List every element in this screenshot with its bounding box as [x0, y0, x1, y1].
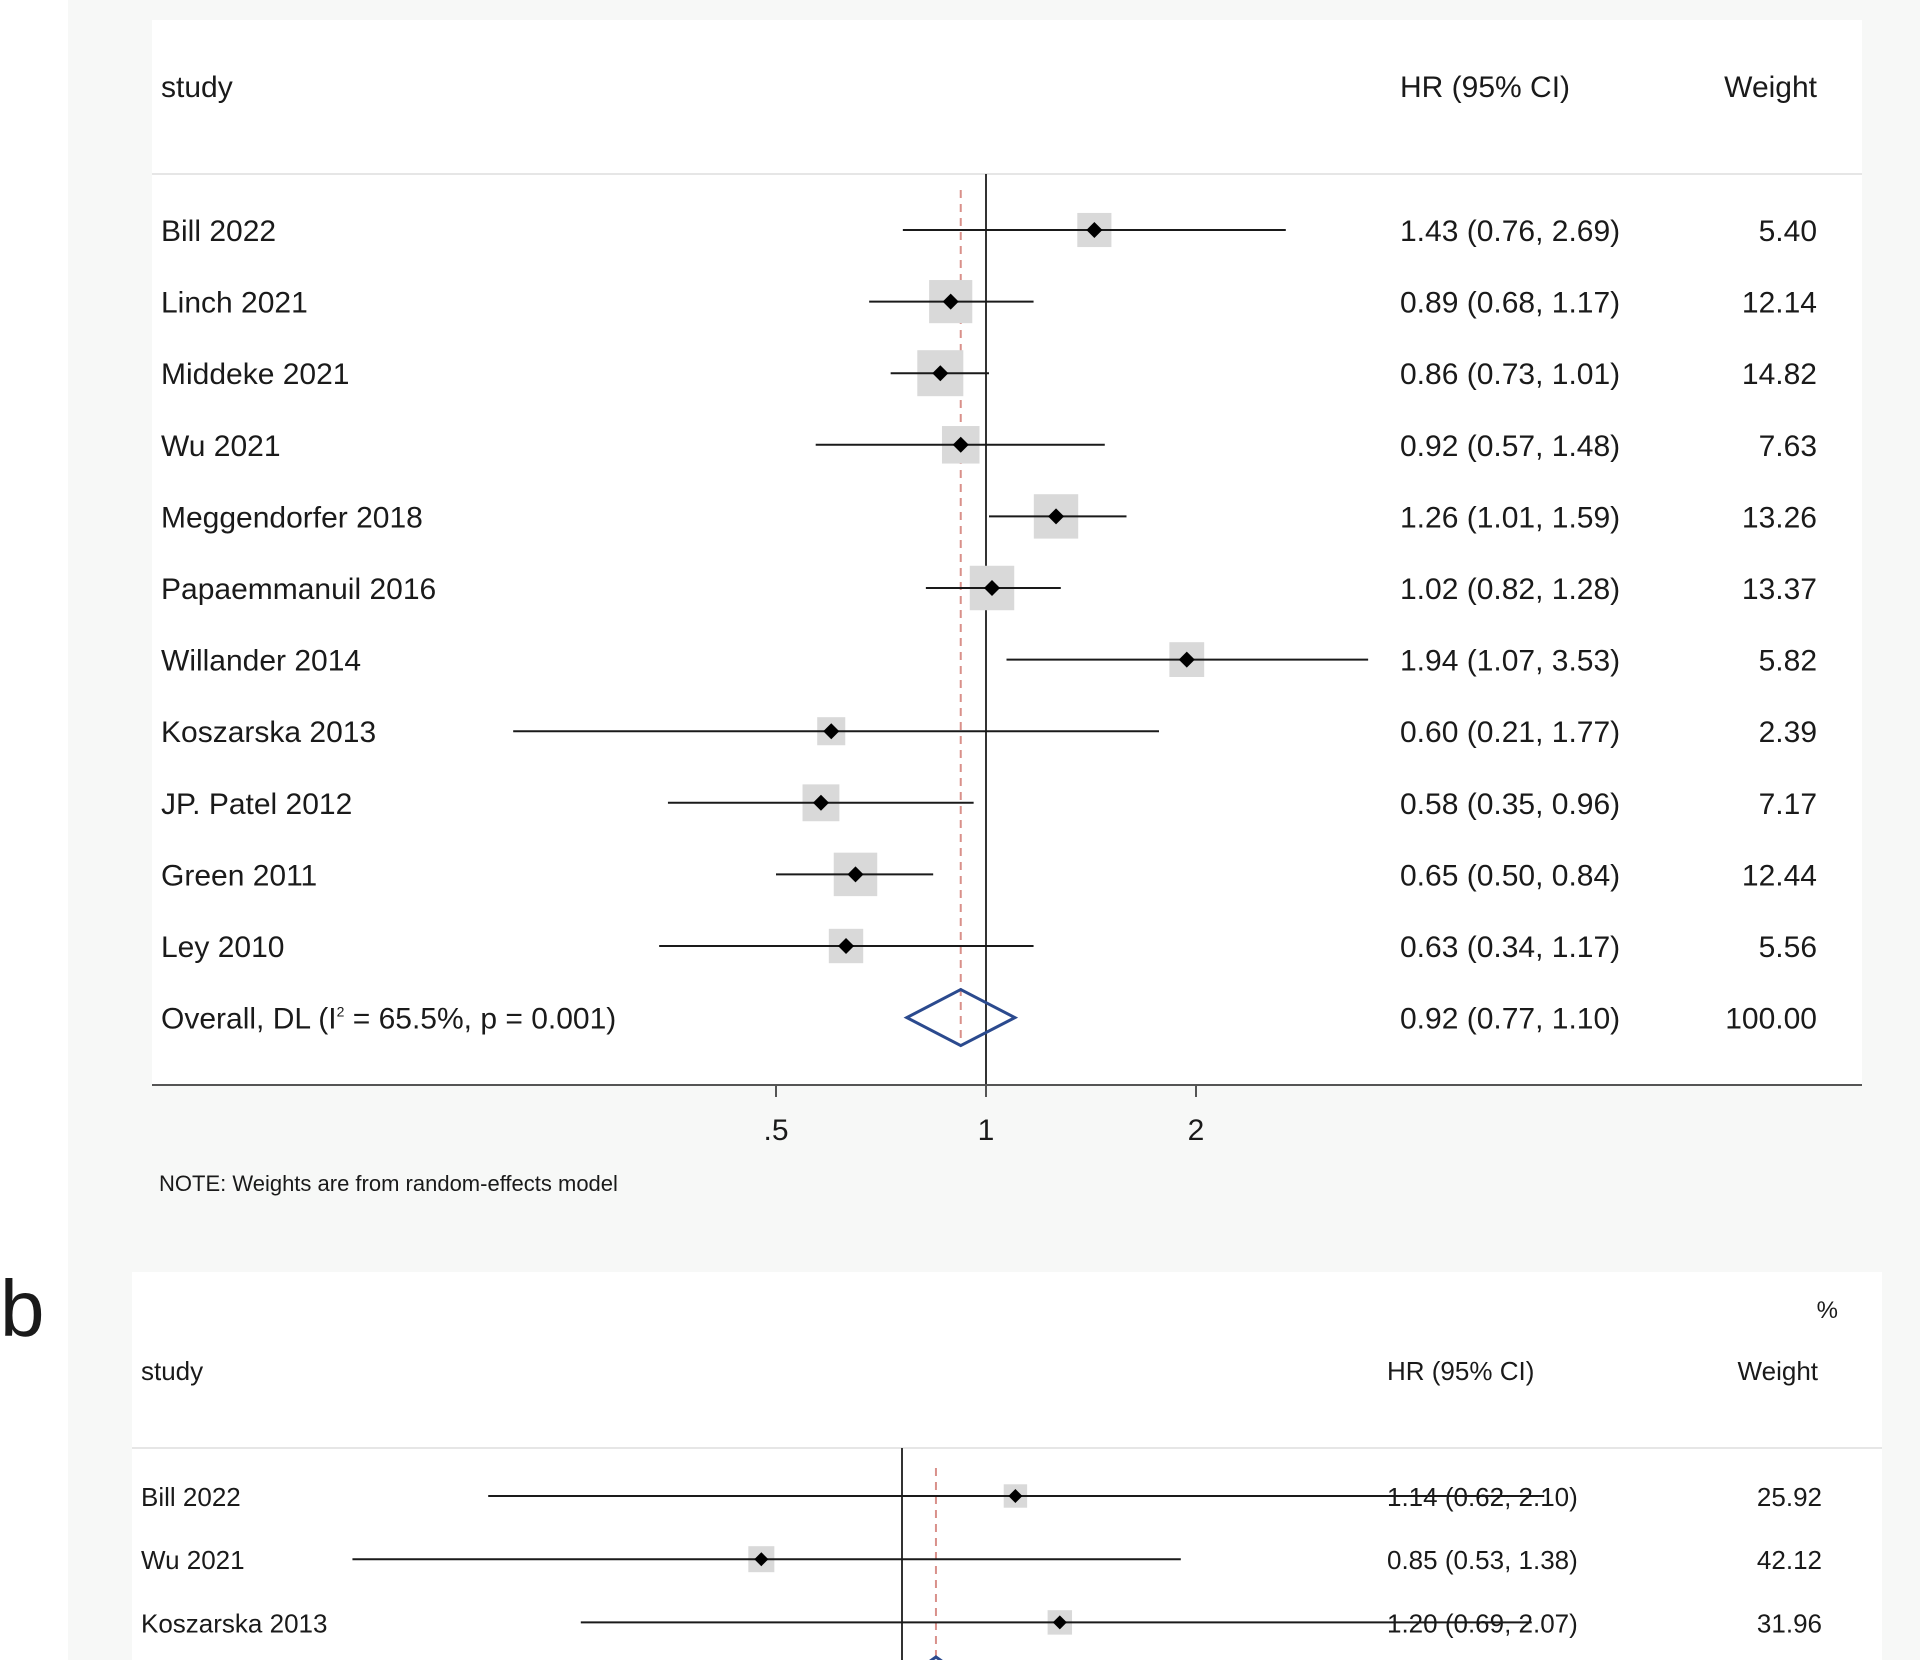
panel-a-study-row: Linch 2021 0.89 (0.68, 1.17) 12.14 — [161, 280, 1817, 324]
study-label: Wu 2021 — [161, 430, 281, 463]
ci-text: 1.20 (0.69, 2.07) — [1387, 1608, 1578, 1638]
point-estimate — [847, 866, 864, 883]
panel-a-study-row: Koszarska 2013 0.60 (0.21, 1.77) 2.39 — [161, 716, 1817, 749]
study-label: Koszarska 2013 — [161, 716, 376, 749]
ci-text: 0.92 (0.57, 1.48) — [1400, 430, 1620, 463]
ci-text: 0.65 (0.50, 0.84) — [1400, 859, 1620, 892]
point-estimate — [1178, 651, 1195, 668]
panel-b-letter: b — [0, 1264, 45, 1353]
panel-b-header-hr: HR (95% CI) — [1387, 1356, 1534, 1386]
panel-a-study-row: Green 2011 0.65 (0.50, 0.84) 12.44 — [161, 852, 1817, 897]
point-estimate — [823, 723, 840, 740]
panel-a-overall-ci: 0.92 (0.77, 1.10) — [1400, 1003, 1620, 1036]
ci-text: 0.85 (0.53, 1.38) — [1387, 1545, 1578, 1575]
study-label: Linch 2021 — [161, 287, 308, 320]
weight-text: 5.56 — [1759, 931, 1817, 964]
ci-text: 1.26 (1.01, 1.59) — [1400, 501, 1620, 534]
ci-text: 1.94 (1.07, 3.53) — [1400, 645, 1620, 678]
x-tick-label: 1 — [978, 1114, 995, 1147]
study-label: Bill 2022 — [161, 215, 276, 248]
ci-text: 0.60 (0.21, 1.77) — [1400, 716, 1620, 749]
study-label: Wu 2021 — [141, 1545, 245, 1575]
x-tick-label: .5 — [763, 1114, 788, 1147]
point-estimate — [812, 794, 829, 811]
ci-text: 0.58 (0.35, 0.96) — [1400, 788, 1620, 821]
panel-a-header-weight: Weight — [1724, 71, 1817, 104]
point-estimate — [1048, 508, 1065, 525]
panel-a-note: NOTE: Weights are from random-effects mo… — [159, 1171, 618, 1196]
study-label: Ley 2010 — [161, 931, 284, 964]
weight-text: 12.14 — [1742, 287, 1817, 320]
panel-a-study-row: Papaemmanuil 2016 1.02 (0.82, 1.28) 13.37 — [161, 565, 1817, 611]
study-label: Meggendorfer 2018 — [161, 501, 423, 534]
panel-a-study-row: Bill 2022 1.43 (0.76, 2.69) 5.40 — [161, 212, 1817, 248]
weight-text: 25.92 — [1757, 1482, 1822, 1512]
x-tick-label: 2 — [1188, 1114, 1205, 1147]
ci-text: 0.63 (0.34, 1.17) — [1400, 931, 1620, 964]
study-label: Bill 2022 — [141, 1482, 241, 1512]
study-label: Koszarska 2013 — [141, 1608, 327, 1638]
study-label: Willander 2014 — [161, 645, 361, 678]
panel-a-overall-diamond — [903, 987, 1019, 1048]
study-label: Papaemmanuil 2016 — [161, 573, 436, 606]
point-estimate — [1008, 1489, 1023, 1503]
panel-a-study-row: Wu 2021 0.92 (0.57, 1.48) 7.63 — [161, 426, 1817, 464]
weight-text: 12.44 — [1742, 859, 1817, 892]
overall-label-sup: 2 — [337, 1004, 345, 1020]
weight-text: 7.63 — [1759, 430, 1817, 463]
weight-text: 13.26 — [1742, 501, 1817, 534]
overall-label-pre: Overall, DL (I — [161, 1003, 337, 1036]
study-label: JP. Patel 2012 — [161, 788, 352, 821]
point-estimate — [754, 1552, 769, 1567]
ci-text: 1.02 (0.82, 1.28) — [1400, 573, 1620, 606]
panel-b-study-row: Bill 2022 1.14 (0.62, 2.10) 25.92 — [141, 1482, 1822, 1512]
panel-b-study-row: Wu 2021 0.85 (0.53, 1.38) 42.12 — [141, 1545, 1822, 1575]
panel-b-header-study: study — [141, 1356, 203, 1386]
panel-a-header-hr: HR (95% CI) — [1400, 71, 1570, 104]
weight-text: 13.37 — [1742, 573, 1817, 606]
overall-label-post: = 65.5%, p = 0.001) — [344, 1003, 616, 1036]
ci-text: 1.14 (0.62, 2.10) — [1387, 1482, 1578, 1512]
weight-text: 5.40 — [1759, 215, 1817, 248]
panel-b-rows: Bill 2022 1.14 (0.62, 2.10) 25.92 Wu 2021 0.… — [141, 1482, 1822, 1638]
panel-a-plot-area — [152, 20, 1862, 1085]
panel-a-overall-label: Overall, DL (I2 = 65.5%, p = 0.001) — [161, 1003, 616, 1036]
panel-a-header-study: study — [161, 71, 233, 104]
ci-text: 0.86 (0.73, 1.01) — [1400, 358, 1620, 391]
point-estimate — [942, 293, 959, 310]
panel-a-study-row: JP. Patel 2012 0.58 (0.35, 0.96) 7.17 — [161, 784, 1817, 822]
panel-b-header-weight-pct: % — [1817, 1297, 1838, 1324]
panel-b-plot-area — [132, 1272, 1882, 1660]
ci-text: 1.43 (0.76, 2.69) — [1400, 215, 1620, 248]
point-estimate — [1086, 222, 1103, 238]
point-estimate — [838, 938, 855, 954]
ci-text: 0.89 (0.68, 1.17) — [1400, 287, 1620, 320]
panel-a-study-row: Ley 2010 0.63 (0.34, 1.17) 5.56 — [161, 928, 1817, 964]
study-label: Green 2011 — [161, 859, 317, 892]
panel-a-study-row: Willander 2014 1.94 (1.07, 3.53) 5.82 — [161, 642, 1817, 678]
weight-text: 7.17 — [1759, 788, 1817, 821]
panel-b-header-weight: Weight — [1738, 1356, 1819, 1386]
panel-a-x-ticks: .5 1 2 — [763, 1085, 1204, 1147]
panel-a-rows: Bill 2022 1.43 (0.76, 2.69) 5.40 Linch 2021… — [161, 212, 1817, 964]
weight-text: 5.82 — [1759, 645, 1817, 678]
point-estimate — [932, 365, 949, 382]
point-estimate — [1052, 1615, 1067, 1630]
weight-text: 2.39 — [1759, 716, 1817, 749]
study-label: Middeke 2021 — [161, 358, 349, 391]
panel-a-study-row: Middeke 2021 0.86 (0.73, 1.01) 14.82 — [161, 350, 1817, 397]
weight-text: 42.12 — [1757, 1545, 1822, 1575]
point-estimate — [983, 580, 1000, 596]
panel-a-overall-weight: 100.00 — [1725, 1003, 1817, 1036]
panel-b-study-row: Koszarska 2013 1.20 (0.69, 2.07) 31.96 — [141, 1608, 1822, 1638]
panel-a-study-row: Meggendorfer 2018 1.26 (1.01, 1.59) 13.26 — [161, 494, 1817, 539]
point-estimate — [952, 436, 969, 453]
weight-text: 14.82 — [1742, 358, 1817, 391]
weight-text: 31.96 — [1757, 1608, 1822, 1638]
